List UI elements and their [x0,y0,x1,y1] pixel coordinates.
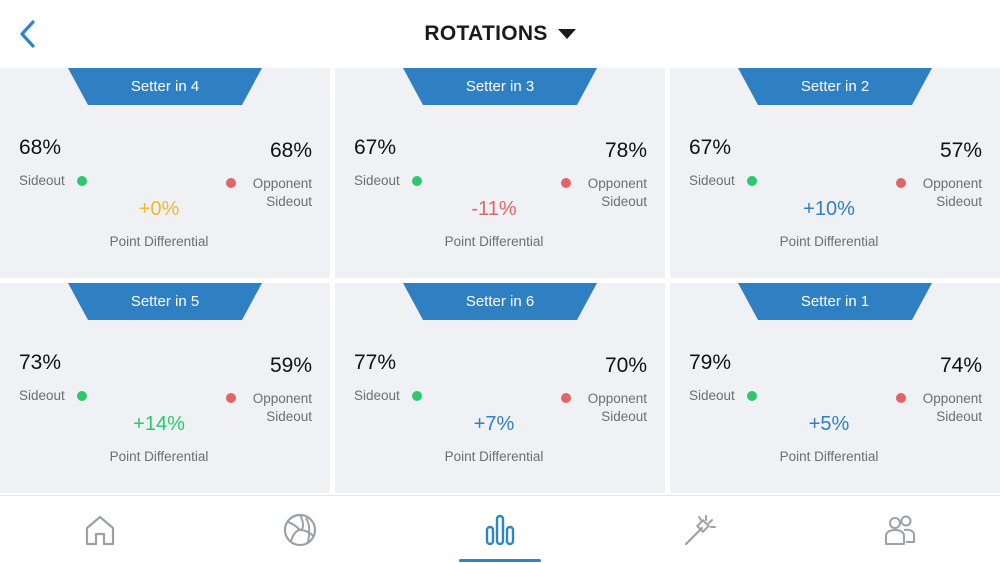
opponent-sideout-dot [896,178,906,188]
opponent-label-line1: Opponent [252,391,312,406]
sideout-label: Sideout [354,388,400,403]
title-container: ROTATIONS [0,0,1000,68]
rotation-title: Setter in 2 [800,78,870,95]
bottom-tab-bar [0,495,1000,563]
point-differential-label: Point Differential [779,449,879,464]
caret-down-icon [557,29,576,39]
opponent-sideout-dot [561,178,571,188]
point-differential-label: Point Differential [779,234,879,249]
sideout-value: 68% [19,136,62,159]
sideout-dot [747,176,757,186]
bar-chart-icon [485,514,515,546]
rotation-title: Setter in 3 [465,78,535,95]
sideout-dot [77,176,87,186]
opponent-label-line1: Opponent [587,391,647,406]
rotation-card[interactable]: Setter in 3 67% Sideout 78% Opponent Sid… [335,68,665,278]
rotation-banner: Setter in 1 [738,283,932,320]
chevron-left-icon [20,20,35,48]
sideout-label: Sideout [689,388,735,403]
opponent-sideout-label: Opponent Sideout [537,390,647,426]
opponent-label-line2: Sideout [936,409,982,424]
sideout-dot [77,391,87,401]
page-title: ROTATIONS [424,22,548,45]
opponent-sideout-label: Opponent Sideout [872,175,982,211]
opponent-sideout-dot [561,393,571,403]
opponent-sideout-label: Opponent Sideout [202,175,312,211]
opponent-label-line1: Opponent [587,176,647,191]
rotation-card[interactable]: Setter in 2 67% Sideout 57% Opponent Sid… [670,68,1000,278]
opponent-label-line2: Sideout [936,194,982,209]
rotation-grid: Setter in 4 68% Sideout 68% Opponent Sid… [0,68,1000,495]
sideout-label: Sideout [354,173,400,188]
rotation-title: Setter in 1 [800,293,870,310]
rotation-card[interactable]: Setter in 4 68% Sideout 68% Opponent Sid… [0,68,330,278]
point-differential-value: +0% [138,198,180,220]
rotation-banner: Setter in 2 [738,68,932,105]
sideout-dot [412,176,422,186]
opponent-label-line2: Sideout [601,194,647,209]
point-differential-label: Point Differential [109,449,209,464]
point-differential-value: +7% [473,413,515,435]
tab-games[interactable] [200,496,400,563]
rotation-banner: Setter in 4 [68,68,262,105]
sideout-label: Sideout [19,173,65,188]
rotation-card[interactable]: Setter in 5 73% Sideout 59% Opponent Sid… [0,283,330,493]
sideout-value: 79% [689,351,732,374]
sideout-value: 73% [19,351,62,374]
tab-highlights[interactable] [600,496,800,563]
rotation-card[interactable]: Setter in 6 77% Sideout 70% Opponent Sid… [335,283,665,493]
opponent-label-line2: Sideout [601,409,647,424]
active-tab-indicator [459,559,541,562]
opponent-sideout-dot [226,393,236,403]
opponent-label-line2: Sideout [266,409,312,424]
team-icon [885,515,915,545]
opponent-label-line1: Opponent [922,391,982,406]
point-differential-label: Point Differential [109,234,209,249]
rotations-dropdown[interactable]: ROTATIONS [424,22,576,46]
opponent-sideout-dot [896,393,906,403]
point-differential-label: Point Differential [444,234,544,249]
sideout-label: Sideout [689,173,735,188]
point-differential-value: +10% [803,198,855,220]
sideout-value: 67% [689,136,732,159]
volleyball-icon [283,513,317,547]
sideout-label: Sideout [19,388,65,403]
opponent-sideout-value: 70% [604,354,647,377]
opponent-sideout-label: Opponent Sideout [202,390,312,426]
sideout-dot [412,391,422,401]
sideout-dot [747,391,757,401]
rotation-title: Setter in 6 [465,293,535,310]
opponent-sideout-value: 68% [269,139,312,162]
opponent-sideout-label: Opponent Sideout [537,175,647,211]
point-differential-label: Point Differential [444,449,544,464]
tab-team[interactable] [800,496,1000,563]
top-bar: ROTATIONS [0,0,1000,68]
rotation-banner: Setter in 5 [68,283,262,320]
sideout-value: 67% [354,136,397,159]
rotation-title: Setter in 4 [130,78,200,95]
opponent-sideout-value: 59% [269,354,312,377]
point-differential-value: +5% [808,413,850,435]
opponent-label-line2: Sideout [266,194,312,209]
opponent-label-line1: Opponent [922,176,982,191]
rotation-banner: Setter in 6 [403,283,597,320]
tab-home[interactable] [0,496,200,563]
opponent-sideout-value: 74% [939,354,982,377]
point-differential-value: +14% [133,413,185,435]
sideout-value: 77% [354,351,397,374]
rotation-card[interactable]: Setter in 1 79% Sideout 74% Opponent Sid… [670,283,1000,493]
home-icon [85,515,115,546]
opponent-sideout-value: 78% [604,139,647,162]
magic-wand-icon [684,515,716,546]
opponent-label-line1: Opponent [252,176,312,191]
tab-stats[interactable] [400,496,600,563]
rotation-banner: Setter in 3 [403,68,597,105]
opponent-sideout-value: 57% [939,139,982,162]
rotation-title: Setter in 5 [130,293,200,310]
point-differential-value: -11% [471,198,517,220]
back-button[interactable] [14,18,44,50]
opponent-sideout-label: Opponent Sideout [872,390,982,426]
opponent-sideout-dot [226,178,236,188]
